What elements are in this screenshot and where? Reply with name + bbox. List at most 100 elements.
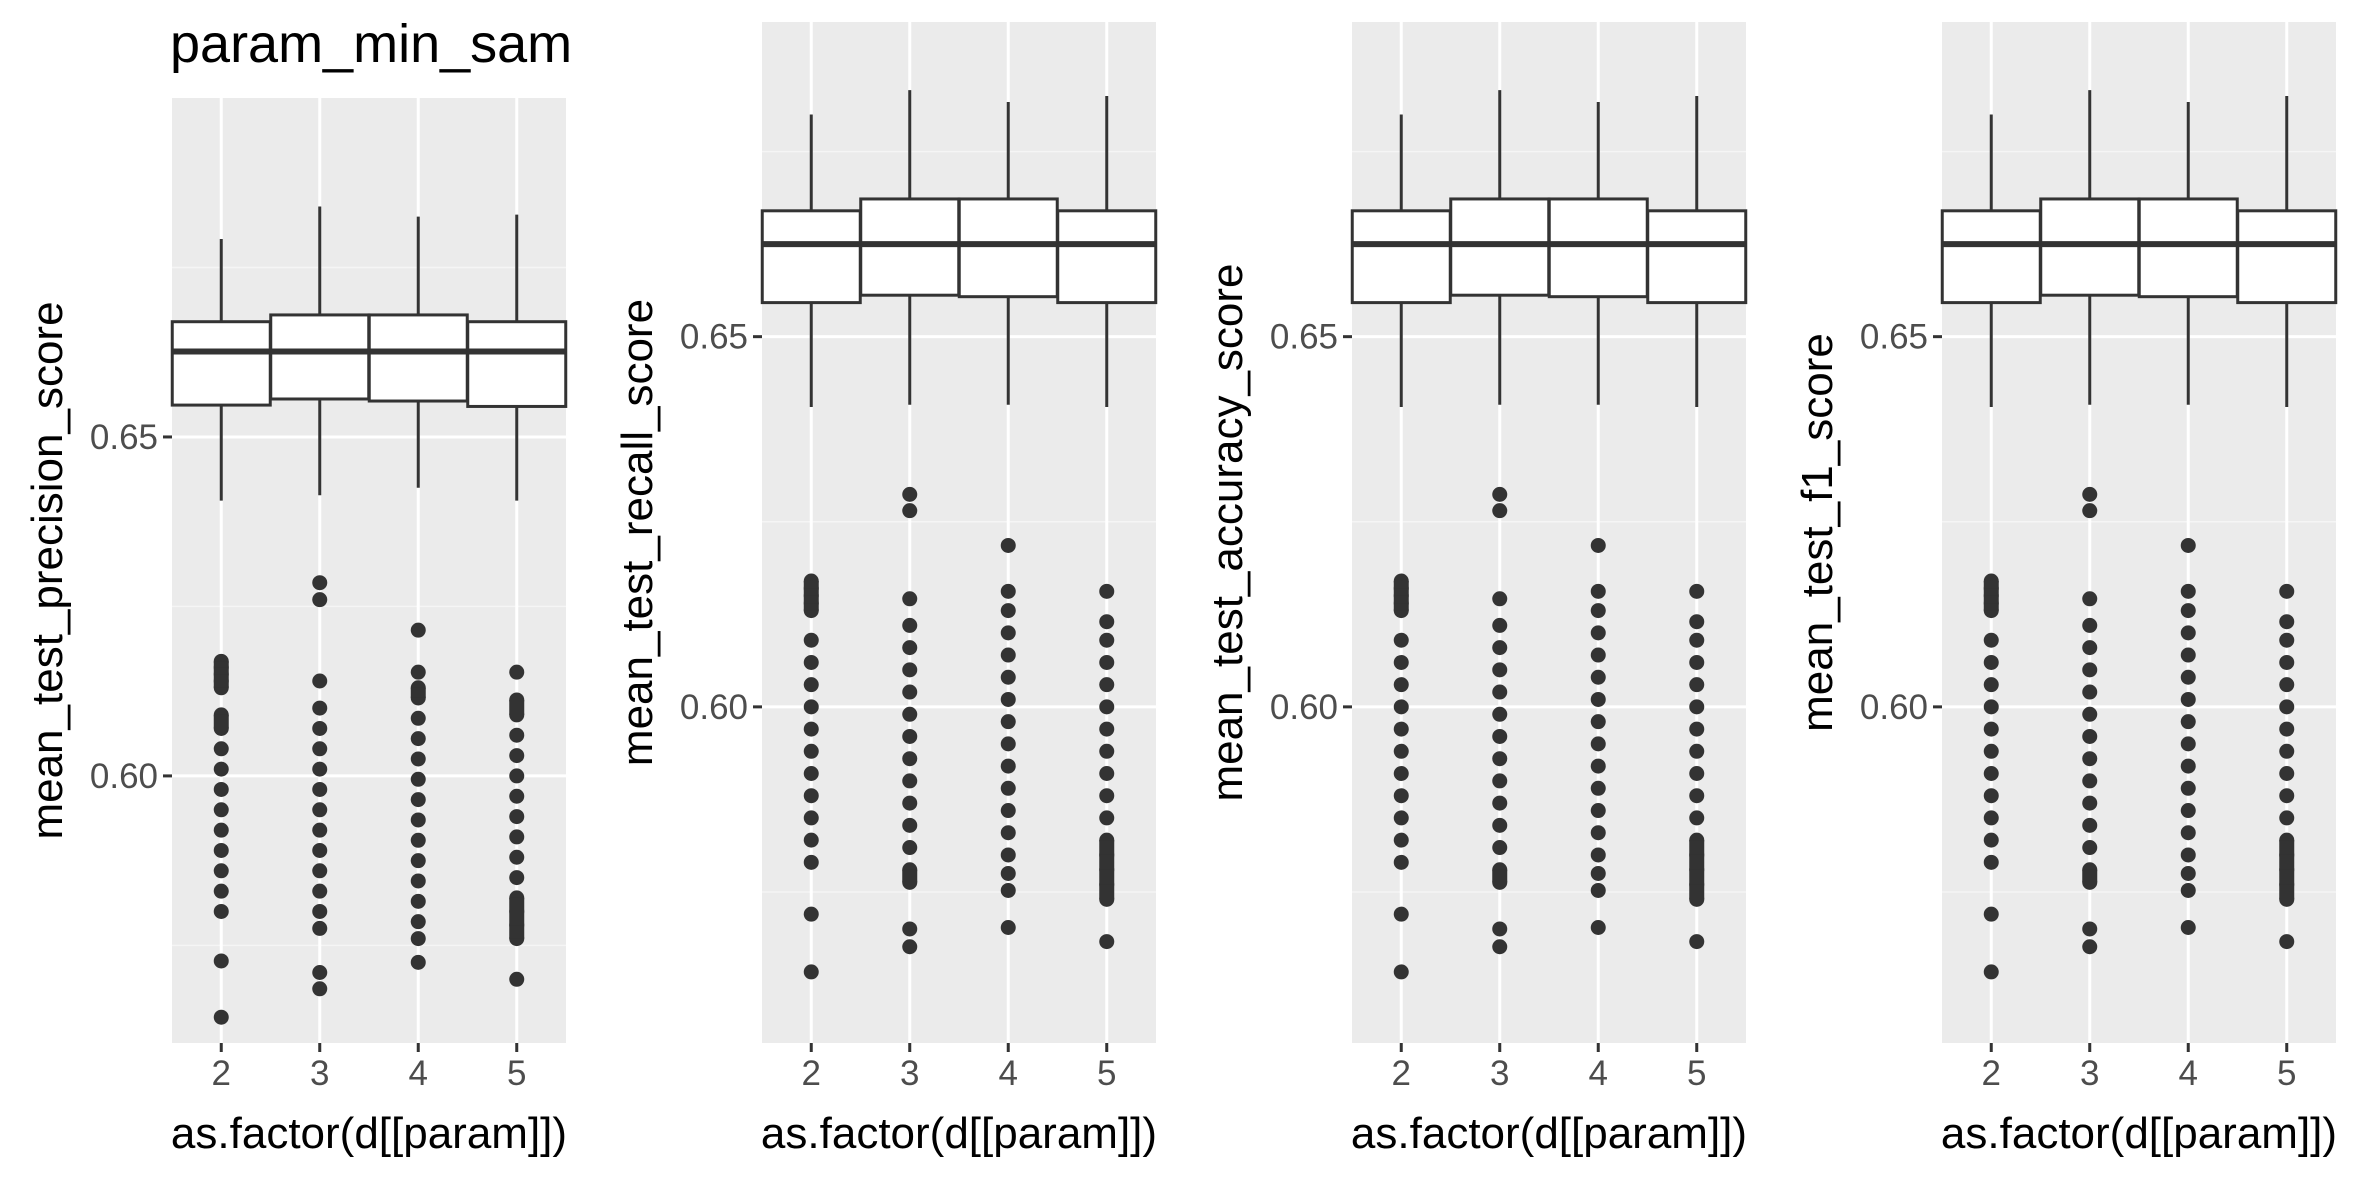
outlier-point: [2180, 882, 2196, 898]
outlier-point: [2279, 614, 2295, 630]
outlier-point: [902, 939, 918, 955]
outlier-point: [1983, 677, 1999, 693]
outlier-point: [1689, 788, 1705, 804]
outlier-point: [902, 640, 918, 656]
box-iqr: [1646, 209, 1748, 305]
outlier-point: [1000, 825, 1016, 841]
outlier-point: [2180, 583, 2196, 599]
outlier-point: [1983, 788, 1999, 804]
outlier-point: [902, 591, 918, 607]
x-tick-label: 2: [212, 1054, 231, 1093]
outlier-point: [312, 673, 328, 689]
outlier-point: [213, 741, 229, 757]
outlier-point: [1983, 854, 1999, 870]
outlier-point: [509, 788, 525, 804]
x-tick-label: 3: [900, 1054, 919, 1093]
outlier-point: [1590, 803, 1606, 819]
outlier-point: [410, 710, 426, 726]
outlier-point: [1590, 714, 1606, 730]
box-3: [269, 206, 371, 997]
outlier-point: [213, 822, 229, 838]
x-tick-label: 4: [1589, 1054, 1608, 1093]
box-iqr: [2236, 209, 2338, 305]
box-iqr: [170, 320, 272, 407]
x-tick-label: 4: [2179, 1054, 2198, 1093]
box-3: [859, 90, 961, 955]
outlier-point: [902, 617, 918, 633]
outlier-point: [2180, 780, 2196, 796]
outlier-point: [902, 751, 918, 767]
outlier-point: [1393, 810, 1409, 826]
outlier-point: [2180, 803, 2196, 819]
outlier-point: [213, 953, 229, 969]
outlier-point: [2180, 758, 2196, 774]
outlier-point: [213, 802, 229, 818]
outlier-point: [509, 870, 525, 886]
outlier-point: [509, 809, 525, 825]
outlier-point: [1099, 677, 1115, 693]
x-tick-label: 2: [1392, 1054, 1411, 1093]
outlier-point: [1099, 583, 1115, 599]
outlier-point: [1393, 632, 1409, 648]
outlier-point: [1099, 614, 1115, 630]
outlier-point: [1689, 721, 1705, 737]
box-4: [957, 101, 1059, 935]
outlier-point: [410, 731, 426, 747]
outlier-point: [2279, 654, 2295, 670]
outlier-point: [509, 748, 525, 764]
outlier-point: [1689, 810, 1705, 826]
x-tick-label: 3: [1490, 1054, 1509, 1093]
outlier-point: [1689, 743, 1705, 759]
outlier-point: [1492, 728, 1508, 744]
box-5: [2236, 96, 2338, 950]
outlier-point: [1393, 765, 1409, 781]
outlier-point: [1000, 583, 1016, 599]
outlier-point: [1099, 765, 1115, 781]
outlier-point: [1689, 654, 1705, 670]
y-tick-label: 0.65: [90, 418, 158, 457]
outlier-point: [1393, 743, 1409, 759]
outlier-point: [2279, 810, 2295, 826]
outlier-point: [1983, 832, 1999, 848]
outlier-point: [1590, 669, 1606, 685]
outlier-point: [2180, 825, 2196, 841]
outlier-point: [312, 700, 328, 716]
outlier-point: [1590, 847, 1606, 863]
outlier-point: [1983, 906, 1999, 922]
x-axis-title: as.factor(d[[param]]): [1941, 1109, 2337, 1158]
outlier-point: [1590, 865, 1606, 881]
box-iqr: [367, 313, 469, 403]
x-tick-label: 2: [802, 1054, 821, 1093]
outlier-point: [410, 931, 426, 947]
outlier-point: [213, 1009, 229, 1025]
outlier-point: [1590, 780, 1606, 796]
outlier-point: [1000, 780, 1016, 796]
panel-1: 0.60 0.65 2 3 4 5 as.factor(d[[param]]) mean_te…: [23, 98, 568, 1158]
outlier-point: [1689, 765, 1705, 781]
y-tick-label: 0.65: [1860, 318, 1928, 357]
box-iqr: [1056, 209, 1158, 305]
outlier-point: [2082, 817, 2098, 833]
outlier-point: [2279, 699, 2295, 715]
outlier-point: [2180, 919, 2196, 935]
outlier-point: [1689, 583, 1705, 599]
outlier-point: [2180, 691, 2196, 707]
outlier-point: [1492, 795, 1508, 811]
outlier-point: [2279, 721, 2295, 737]
outlier-point: [902, 486, 918, 502]
outlier-point: [2082, 706, 2098, 722]
outlier-point: [1983, 721, 1999, 737]
outlier-point: [1492, 921, 1508, 937]
outlier-point: [1492, 662, 1508, 678]
outlier-point: [1000, 669, 1016, 685]
outlier-point: [1492, 840, 1508, 856]
outlier-point: [2082, 728, 2098, 744]
outlier-point: [509, 829, 525, 845]
outlier-point: [803, 699, 819, 715]
outlier-point: [1393, 964, 1409, 980]
x-tick-label: 3: [2080, 1054, 2099, 1093]
outlier-point: [410, 664, 426, 680]
x-axis-title: as.factor(d[[param]]): [761, 1109, 1157, 1158]
outlier-point: [803, 721, 819, 737]
outlier-point: [1983, 810, 1999, 826]
